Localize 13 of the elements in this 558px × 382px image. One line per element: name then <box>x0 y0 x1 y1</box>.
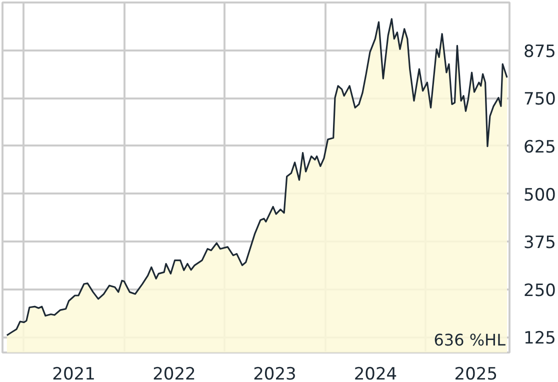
x-tick-label: 2022 <box>152 364 196 382</box>
y-tick-label: 625 <box>524 137 556 158</box>
y-tick-label: 375 <box>524 233 556 254</box>
y-tick-label: 125 <box>524 328 556 349</box>
x-tick-label: 2024 <box>354 364 398 382</box>
annotation: 636 %HL <box>434 330 506 350</box>
y-tick-label: 750 <box>524 90 556 110</box>
y-tick-label: 250 <box>524 280 556 301</box>
x-tick-label: 2021 <box>52 364 96 382</box>
x-tick-label: 2023 <box>253 364 296 382</box>
y-tick-label: 500 <box>524 185 556 206</box>
y-tick-label: 875 <box>524 42 556 62</box>
x-tick-label: 2025 <box>454 364 498 382</box>
